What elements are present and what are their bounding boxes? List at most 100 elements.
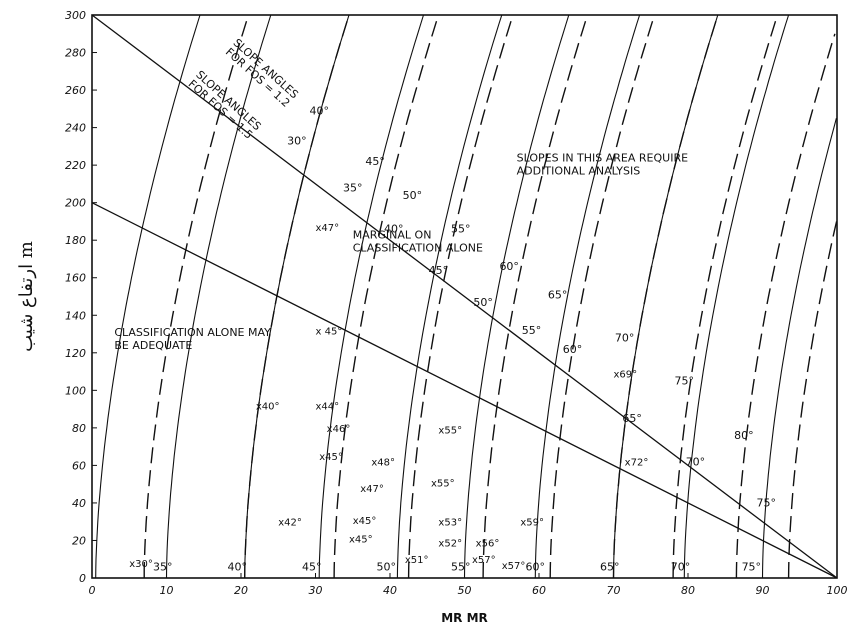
data-point: x52° [438,538,462,549]
curve-angle-label: 50° [377,560,397,573]
boundary-lines [91,14,838,579]
region-label: MARGINAL ON [353,228,432,241]
curve-angle-label: 60° [499,260,519,273]
data-point: x59° [520,518,544,529]
curve-angle-label: 75° [742,560,762,573]
curve-angle-label: 60° [526,560,546,573]
data-point: x72° [625,458,649,469]
data-point: x56° [476,538,500,549]
fos-curve [735,33,836,579]
data-points: x30° x40° x44° x46° x45° x47° x48° x42° x45° x45°… [129,223,648,572]
x-tick-label: 30 [309,584,323,597]
data-point: x45° [349,535,373,546]
fos-curve [612,14,719,579]
curve-angle-label: 45° [365,155,385,168]
boundary-line [91,14,838,579]
fos-curve [333,14,440,579]
x-tick-label: 10 [160,584,174,597]
curve-angle-label: 45° [429,264,449,277]
curve-angle-label: 40° [228,560,248,573]
y-tick-label: 180 [65,234,86,247]
x-tick-label: 80 [681,584,695,597]
x-tick-label: 90 [756,584,770,597]
data-point: x40° [256,401,280,412]
fos-curve [143,14,250,578]
fos-curve [672,14,779,579]
data-point: x51° [405,555,429,566]
region-label: BE ADEQUATE [114,339,192,352]
data-point: x 45° [316,326,343,337]
y-tick-label: 260 [65,84,86,97]
y-tick-label: 280 [65,47,86,60]
region-label: CLASSIFICATION ALONE MAY [114,326,271,339]
x-tick-label: 50 [458,584,472,597]
x-tick-label: 0 [89,584,96,597]
y-tick-label: 100 [65,384,86,397]
fos-curve [244,14,350,579]
axes: 0 10 20 30 40 50 60 70 80 90 100 0 20 40 60 80 100 120 140… [16,9,848,625]
data-point: x45° [319,452,343,463]
curve-angle-label: 65° [622,412,642,425]
data-point: x55° [438,426,462,437]
data-point: x48° [371,458,395,469]
y-tick-label: 0 [79,572,86,585]
data-point: x57° [472,555,496,566]
data-point: x55° [431,478,455,489]
curve-angle-label: 40° [384,223,404,236]
y-tick-label: 300 [65,9,86,22]
fos-curve [683,14,790,579]
curve-angle-label: 50° [403,189,423,202]
region-label: SLOPES IN THIS AREA REQUIRE [517,151,688,164]
y-tick-label: 200 [65,197,86,210]
curve-angle-label: 30° [287,134,307,147]
y-tick-label: 120 [65,347,86,360]
fos-curve [482,14,589,579]
data-point: x42° [278,518,302,529]
fos-curve [761,118,837,579]
curve-angle-label: 65° [600,560,620,573]
curve-angle-label: 40° [309,104,329,117]
x-tick-label: 70 [607,584,621,597]
fos-curve [95,14,201,579]
curve-angle-label: 55° [451,223,471,236]
fos-curve [396,14,503,579]
y-axis-title: ارتفاع شيب m [16,241,37,352]
curve-angle-label: 75° [675,375,695,388]
fos-curve [534,14,641,579]
fos-curves [95,14,838,579]
fos-curve [318,14,425,579]
curve-angle-label: 55° [522,324,542,337]
fos-curve [463,14,570,579]
y-tick-label: 60 [72,459,86,472]
fos-curve [244,14,350,579]
curve-angle-label: 70° [671,560,691,573]
data-point: x44° [316,401,340,412]
region-label: CLASSIFICATION ALONE [353,241,483,254]
data-point: x30° [129,559,153,570]
fos-curve [787,221,838,579]
data-point: x47° [360,484,384,495]
y-tick-label: 40 [72,497,86,510]
x-tick-label: 40 [383,584,397,597]
fos-curve [549,14,656,579]
curve-angle-label: 80° [734,429,754,442]
y-tick-label: 240 [65,122,86,135]
curve-angle-label: 35° [343,181,363,194]
curve-angle-label: 70° [615,332,635,345]
data-point: x57° [502,561,526,572]
boundary-line [91,202,838,579]
curve-angle-label: 35° [153,560,173,573]
curve-angle-label: 60° [563,343,583,356]
y-tick-label: 220 [65,159,86,172]
region-label: ADDITIONAL ANALYSIS [517,164,641,177]
curve-angle-label: 45° [302,560,322,573]
x-tick-label: 100 [827,584,848,597]
data-point: x53° [438,518,462,529]
fos-curve [407,14,514,579]
fos-curve [165,14,272,579]
curve-angle-label: 55° [451,560,471,573]
curve-angle-label: 65° [548,288,568,301]
data-point: x46° [327,424,351,435]
